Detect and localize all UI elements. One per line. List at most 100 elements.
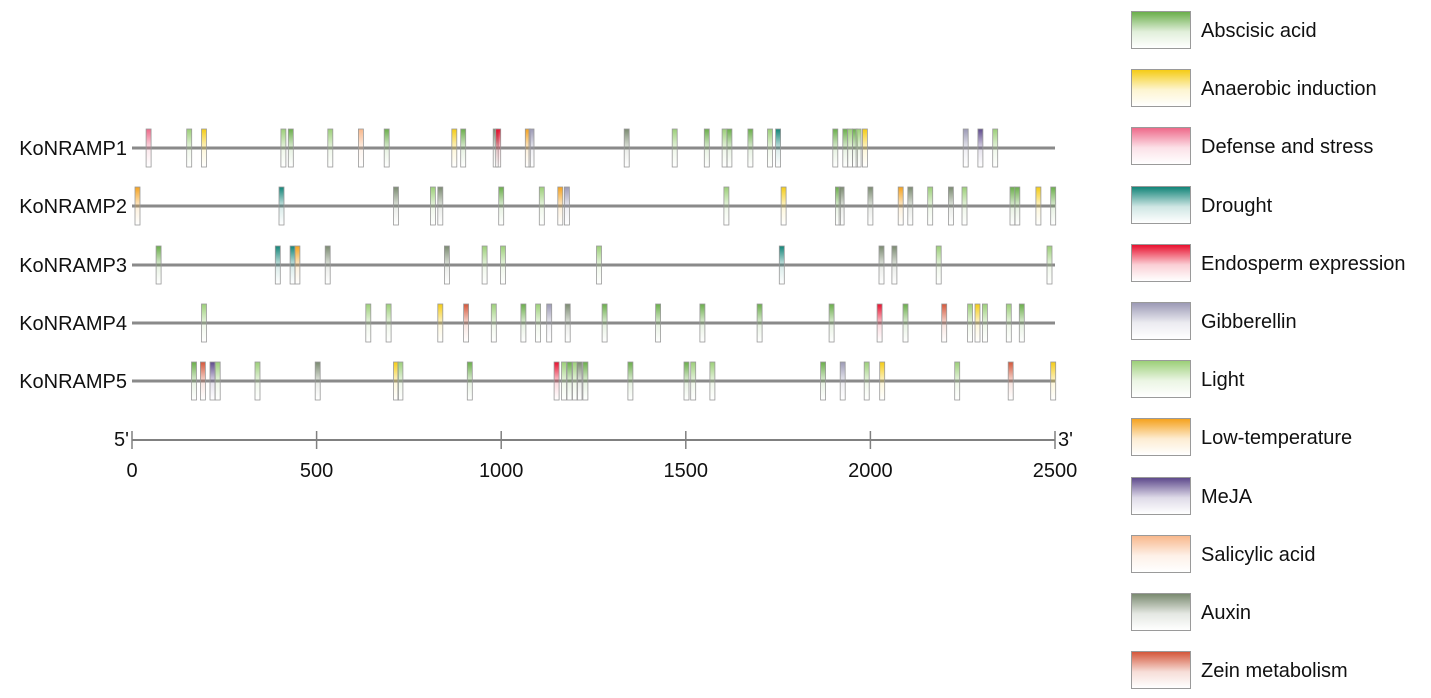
cis-element-zein-metabolism xyxy=(199,361,206,401)
legend-label: Salicylic acid xyxy=(1201,543,1316,566)
legend-item-zein-metabolism: Zein metabolism xyxy=(1131,651,1431,691)
cis-element-auxin xyxy=(838,186,845,226)
cis-element-gibberellin xyxy=(546,303,553,343)
cis-element-abscisic-acid xyxy=(1009,186,1016,226)
gene-track-konramp4: KoNRAMP4 xyxy=(19,303,1055,343)
cis-element-anaerobic-induction xyxy=(974,303,981,343)
cis-element-anaerobic-induction xyxy=(201,128,207,168)
axis-tick-label: 2000 xyxy=(848,460,893,482)
cis-element-light xyxy=(365,303,372,343)
legend-label: Drought xyxy=(1201,194,1273,217)
cis-element-auxin xyxy=(878,245,885,285)
cis-element-light xyxy=(709,361,716,401)
legend-swatch xyxy=(1131,185,1191,224)
cis-element-meja xyxy=(977,128,984,168)
cis-element-abscisic-acid xyxy=(828,303,835,343)
legend-label: Low-temperature xyxy=(1201,427,1353,450)
cis-element-light xyxy=(982,303,988,343)
cis-element-auxin xyxy=(948,186,954,226)
cis-element-abscisic-acid xyxy=(1018,303,1025,343)
legend-swatch xyxy=(1131,69,1191,108)
cis-element-endosperm-expression xyxy=(495,128,502,168)
cis-element-light xyxy=(961,186,968,226)
gene-track-konramp5: KoNRAMP5 xyxy=(19,361,1057,401)
cis-element-abscisic-acid xyxy=(601,303,608,343)
axis-tick-label: 2500 xyxy=(1033,460,1078,482)
gene-track-konramp2: KoNRAMP2 xyxy=(19,186,1057,226)
cis-element-abscisic-acid xyxy=(498,186,505,226)
cis-element-light xyxy=(481,245,488,285)
gene-track-konramp3: KoNRAMP3 xyxy=(19,245,1055,285)
cis-element-drought xyxy=(775,128,781,168)
cis-element-low-temperature xyxy=(134,186,141,226)
legend-swatch xyxy=(1131,534,1191,573)
cis-element-light xyxy=(201,303,207,343)
cis-element-gibberellin xyxy=(962,128,969,168)
legend-item-low-temperature: Low-temperature xyxy=(1131,418,1431,458)
cis-element-light xyxy=(535,303,541,343)
legend-label: MeJA xyxy=(1201,485,1253,508)
cis-element-abscisic-acid xyxy=(756,303,763,343)
cis-element-abscisic-acid xyxy=(627,361,634,401)
cis-element-abscisic-acid xyxy=(832,128,839,168)
cis-element-light xyxy=(927,186,934,226)
cis-element-abscisic-acid xyxy=(460,128,467,168)
legend-label: Defense and stress xyxy=(1201,136,1374,159)
cis-element-light xyxy=(397,361,404,401)
cis-element-abscisic-acid xyxy=(820,361,826,401)
cis-element-auxin xyxy=(623,128,630,168)
cis-element-light xyxy=(935,245,942,285)
gene-label: KoNRAMP1 xyxy=(19,138,127,160)
cis-element-light xyxy=(855,128,862,168)
cis-element-anaerobic-induction xyxy=(437,303,444,343)
legend-item-gibberellin: Gibberellin xyxy=(1131,302,1431,342)
cis-element-abscisic-acid xyxy=(1014,186,1021,226)
cis-element-auxin xyxy=(443,245,450,285)
cis-element-abscisic-acid xyxy=(155,245,162,285)
cis-element-salicylic-acid xyxy=(357,128,364,168)
legend-swatch xyxy=(1131,476,1191,515)
legend-label: Abscisic acid xyxy=(1201,20,1317,42)
cis-element-meja xyxy=(209,361,216,401)
cis-element-abscisic-acid xyxy=(383,128,390,168)
cis-element-drought xyxy=(289,245,296,285)
cis-element-light xyxy=(490,303,497,343)
cis-element-abscisic-acid xyxy=(1050,186,1057,226)
cis-element-light xyxy=(1046,245,1053,285)
cis-element-drought xyxy=(274,245,281,285)
legend-swatch xyxy=(1131,360,1191,399)
cis-element-anaerobic-induction xyxy=(451,128,458,168)
cis-element-light xyxy=(327,128,334,168)
cis-element-light xyxy=(723,186,730,226)
cis-element-abscisic-acid xyxy=(747,128,754,168)
cis-element-light xyxy=(186,128,193,168)
cis-element-endosperm-expression xyxy=(876,303,883,343)
legend-item-meja: MeJA xyxy=(1131,476,1431,517)
cis-element-zein-metabolism xyxy=(463,303,470,343)
cis-element-light xyxy=(954,361,961,401)
cis-element-light xyxy=(767,128,773,168)
legend-swatch xyxy=(1131,11,1191,49)
axis-tick-label: 1500 xyxy=(664,460,709,482)
cis-element-low-temperature xyxy=(557,186,564,226)
cis-element-drought xyxy=(278,186,285,226)
cis-element-abscisic-acid xyxy=(191,361,197,401)
cis-element-abscisic-acid xyxy=(703,128,710,168)
cis-element-anaerobic-induction xyxy=(1035,186,1042,226)
cis-element-abscisic-acid xyxy=(683,361,690,401)
cis-element-light xyxy=(967,303,973,343)
cis-element-gibberellin xyxy=(839,361,846,401)
legend-label: Endosperm expression xyxy=(1201,252,1406,275)
cis-element-abscisic-acid xyxy=(842,128,849,168)
cis-element-light xyxy=(1005,303,1012,343)
cis-element-light xyxy=(429,186,436,226)
axis-tick-label: 500 xyxy=(300,460,333,482)
legend-swatch xyxy=(1131,243,1191,282)
legend-label: Auxin xyxy=(1201,602,1252,624)
cis-element-auxin xyxy=(907,186,914,226)
cis-element-light xyxy=(690,361,697,401)
cis-element-zein-metabolism xyxy=(1007,361,1014,401)
cis-element-gibberellin xyxy=(564,186,570,226)
cis-element-gibberellin xyxy=(528,128,535,168)
cis-element-auxin xyxy=(314,361,321,401)
